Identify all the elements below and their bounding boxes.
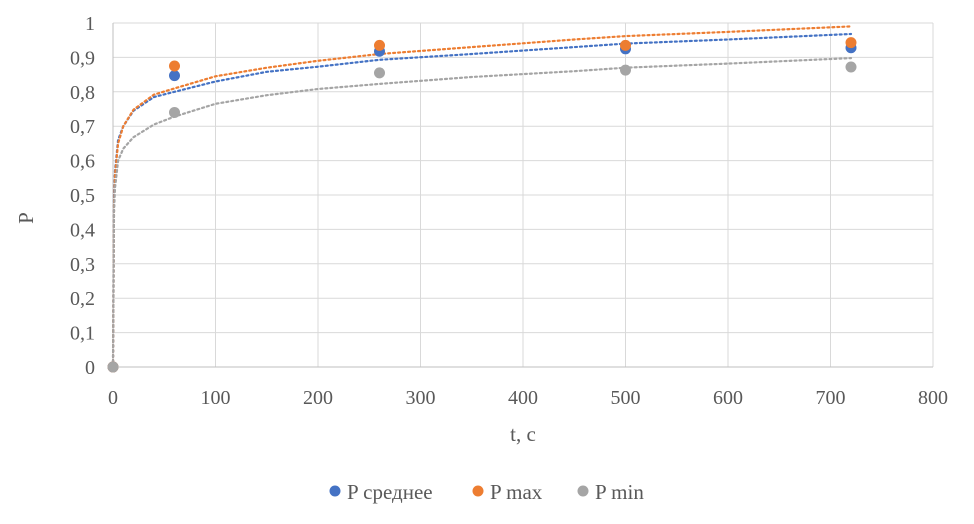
data-point bbox=[169, 106, 180, 118]
x-tick-label: 700 bbox=[816, 387, 846, 409]
x-tick-label: 100 bbox=[201, 387, 231, 409]
y-tick-label: 0,3 bbox=[70, 254, 95, 276]
data-point bbox=[169, 70, 180, 82]
y-tick-label: 0,5 bbox=[70, 185, 95, 207]
data-points bbox=[107, 37, 857, 373]
trendline bbox=[111, 57, 853, 369]
legend-label: P max bbox=[490, 480, 543, 504]
x-tick-label: 800 bbox=[918, 387, 948, 409]
legend-label: P среднее bbox=[347, 480, 433, 504]
y-axis-title: P bbox=[14, 212, 38, 224]
legend-marker bbox=[472, 485, 484, 497]
x-tick-label: 0 bbox=[108, 387, 118, 409]
grid bbox=[113, 22, 934, 367]
legend-label: P min bbox=[595, 480, 644, 504]
x-tick-label: 600 bbox=[713, 387, 743, 409]
y-tick-label: 0,6 bbox=[70, 151, 95, 173]
data-point bbox=[845, 37, 857, 49]
y-tick-label: 0 bbox=[85, 357, 95, 379]
y-tick-label: 1 bbox=[85, 13, 95, 35]
x-tick-label: 200 bbox=[303, 387, 333, 409]
y-tick-label: 0,7 bbox=[70, 116, 95, 138]
x-tick-label: 300 bbox=[406, 387, 436, 409]
legend-marker bbox=[329, 485, 341, 497]
y-tick-label: 0,1 bbox=[70, 323, 95, 345]
y-tick-labels: 0 0,1 0,2 0,3 0,4 0,5 0,6 0,7 0,8 0,9 1 bbox=[70, 13, 95, 379]
x-tick-label: 500 bbox=[611, 387, 641, 409]
legend-marker bbox=[577, 485, 589, 497]
y-tick-label: 0,4 bbox=[70, 219, 95, 241]
data-point bbox=[620, 39, 631, 51]
data-point bbox=[374, 67, 385, 79]
data-point bbox=[169, 60, 180, 72]
x-tick-labels: 0 100 200 300 400 500 600 700 800 bbox=[108, 387, 948, 409]
data-point bbox=[620, 64, 631, 76]
x-tick-label: 400 bbox=[508, 387, 538, 409]
trendline bbox=[111, 32, 853, 369]
x-axis-title: t, c bbox=[510, 422, 536, 446]
trendline bbox=[111, 25, 853, 369]
y-tick-label: 0,2 bbox=[70, 288, 95, 310]
data-point bbox=[374, 39, 385, 51]
data-point bbox=[107, 361, 119, 373]
data-point bbox=[845, 61, 857, 73]
y-tick-label: 0,8 bbox=[70, 82, 95, 104]
trendlines bbox=[111, 25, 853, 369]
y-tick-label: 0,9 bbox=[70, 47, 95, 69]
legend: P среднее P max P min bbox=[329, 480, 644, 504]
